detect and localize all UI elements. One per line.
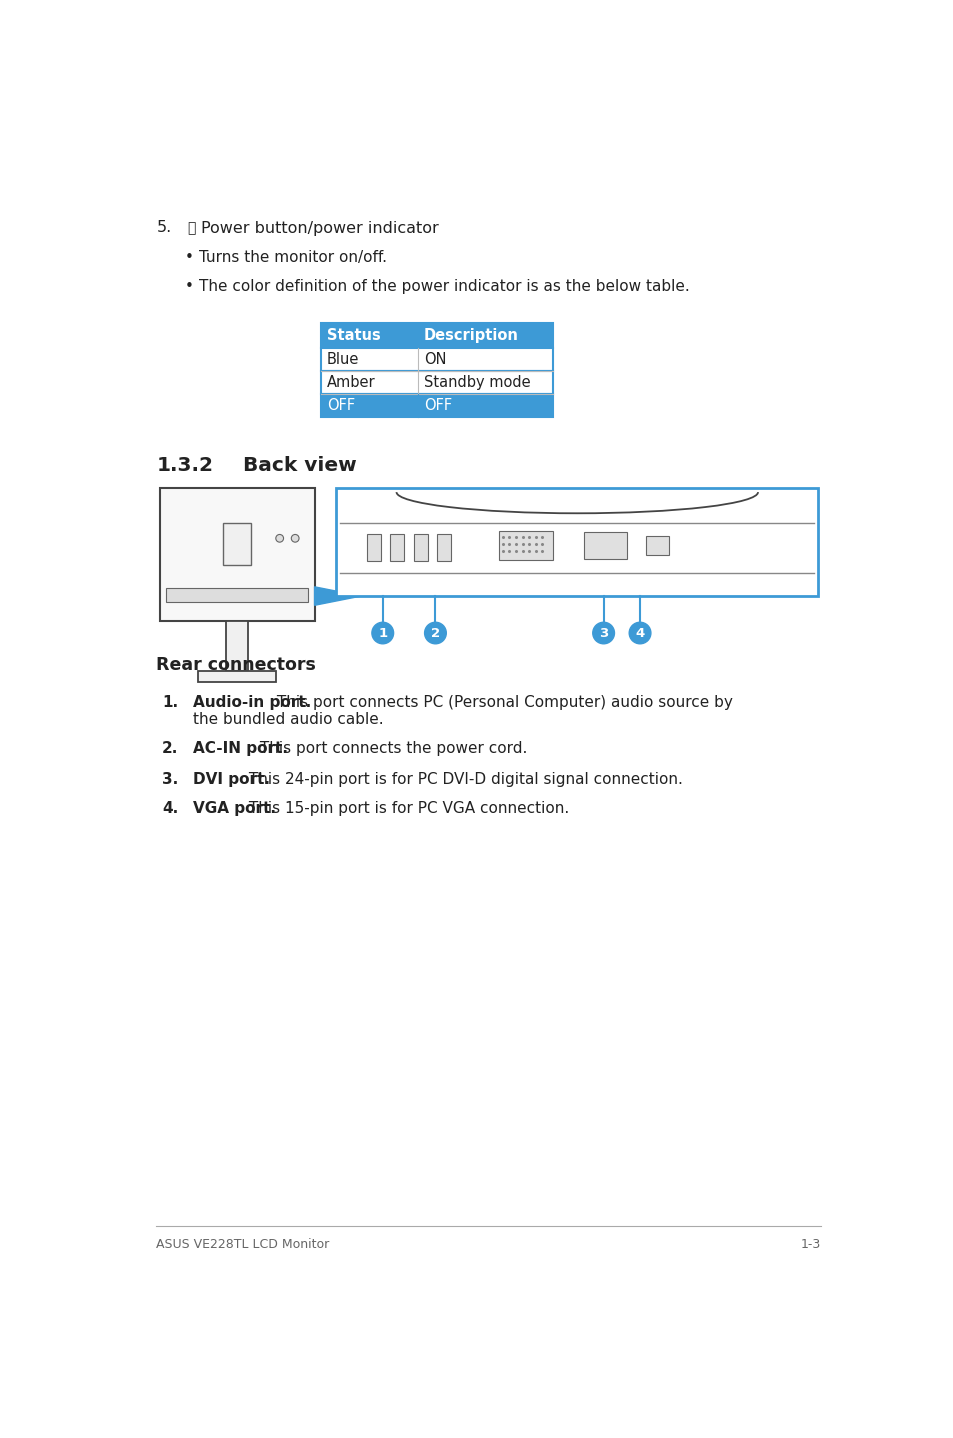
Text: The color definition of the power indicator is as the below table.: The color definition of the power indica… <box>199 279 689 293</box>
FancyBboxPatch shape <box>226 621 248 670</box>
FancyBboxPatch shape <box>498 531 553 559</box>
FancyBboxPatch shape <box>414 535 427 561</box>
Text: Description: Description <box>423 328 518 342</box>
Text: 1.: 1. <box>162 695 178 709</box>
Text: ON: ON <box>423 352 446 367</box>
Text: the bundled audio cable.: the bundled audio cable. <box>193 712 383 726</box>
Text: Status: Status <box>327 328 380 342</box>
Text: Amber: Amber <box>327 375 375 390</box>
Circle shape <box>629 623 650 644</box>
Text: 1.3.2: 1.3.2 <box>156 456 213 475</box>
FancyBboxPatch shape <box>320 322 553 348</box>
Text: Standby mode: Standby mode <box>423 375 530 390</box>
Text: 1: 1 <box>377 627 387 640</box>
Text: •: • <box>184 279 193 293</box>
Text: 5.: 5. <box>156 220 172 236</box>
FancyBboxPatch shape <box>390 535 404 561</box>
Text: 4.: 4. <box>162 801 178 815</box>
FancyBboxPatch shape <box>320 371 553 394</box>
Circle shape <box>372 623 394 644</box>
FancyBboxPatch shape <box>166 588 308 603</box>
FancyBboxPatch shape <box>320 348 553 371</box>
Circle shape <box>291 535 298 542</box>
Polygon shape <box>314 587 360 605</box>
Text: Turns the monitor on/off.: Turns the monitor on/off. <box>199 250 387 265</box>
Text: ASUS VE228TL LCD Monitor: ASUS VE228TL LCD Monitor <box>156 1238 330 1251</box>
Text: ⏻: ⏻ <box>187 221 195 234</box>
Circle shape <box>424 623 446 644</box>
Text: DVI port.: DVI port. <box>193 772 270 787</box>
Text: Power button/power indicator: Power button/power indicator <box>201 220 438 236</box>
FancyBboxPatch shape <box>436 535 451 561</box>
FancyBboxPatch shape <box>645 536 669 555</box>
Circle shape <box>275 535 283 542</box>
Text: This 15-pin port is for PC VGA connection.: This 15-pin port is for PC VGA connectio… <box>244 801 568 815</box>
FancyBboxPatch shape <box>335 489 818 597</box>
Text: Back view: Back view <box>243 456 356 475</box>
Text: 2.: 2. <box>162 741 178 756</box>
Text: 3.: 3. <box>162 772 178 787</box>
FancyBboxPatch shape <box>367 535 381 561</box>
Circle shape <box>592 623 614 644</box>
Text: •: • <box>184 250 193 265</box>
Text: OFF: OFF <box>423 398 452 413</box>
Text: 2: 2 <box>431 627 439 640</box>
Text: 4: 4 <box>635 627 644 640</box>
FancyBboxPatch shape <box>223 523 251 565</box>
Text: Audio-in port.: Audio-in port. <box>193 695 311 709</box>
Text: This port connects PC (Personal Computer) audio source by: This port connects PC (Personal Computer… <box>272 695 732 709</box>
FancyBboxPatch shape <box>159 489 314 621</box>
FancyBboxPatch shape <box>198 670 275 682</box>
Text: Blue: Blue <box>327 352 359 367</box>
FancyBboxPatch shape <box>583 532 626 559</box>
FancyBboxPatch shape <box>320 394 553 417</box>
Text: OFF: OFF <box>327 398 355 413</box>
Text: This 24-pin port is for PC DVI-D digital signal connection.: This 24-pin port is for PC DVI-D digital… <box>244 772 682 787</box>
Text: VGA port.: VGA port. <box>193 801 275 815</box>
Text: 3: 3 <box>598 627 608 640</box>
Text: 1-3: 1-3 <box>801 1238 821 1251</box>
Text: Rear connectors: Rear connectors <box>156 656 316 674</box>
Text: AC-IN port.: AC-IN port. <box>193 741 288 756</box>
Text: This port connects the power cord.: This port connects the power cord. <box>254 741 527 756</box>
